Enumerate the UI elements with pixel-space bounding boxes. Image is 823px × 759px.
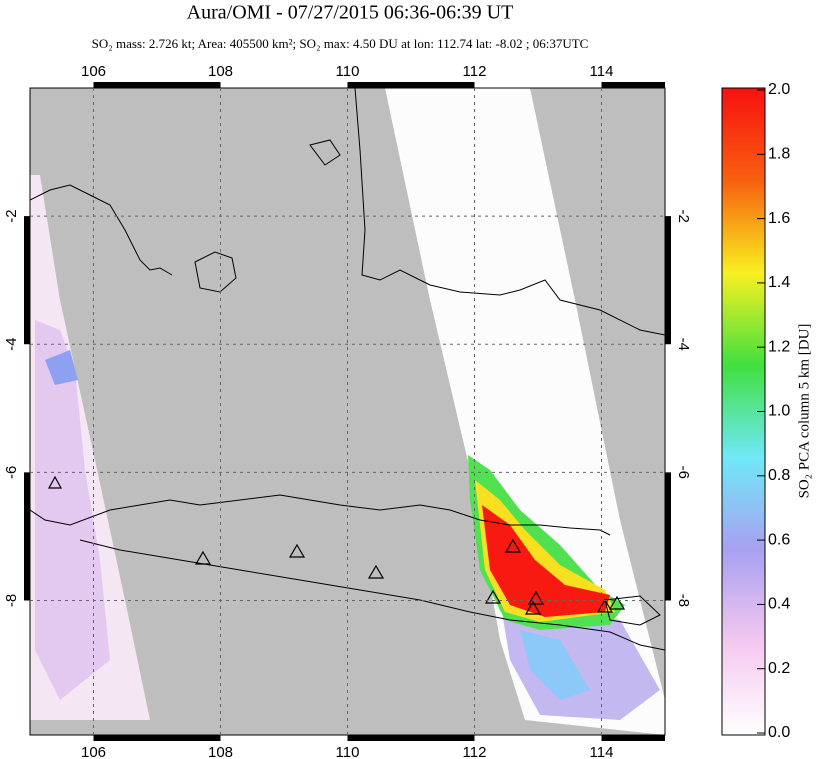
colorbar-tick-label: 0.4 bbox=[768, 596, 790, 613]
frame-bar bbox=[347, 82, 475, 88]
x-tick-label: 106 bbox=[81, 63, 106, 80]
y-tick-label: -2 bbox=[675, 209, 692, 222]
frame-bar bbox=[665, 216, 671, 345]
so2-south-high bbox=[520, 630, 590, 700]
colorbar-tick-label: 0.2 bbox=[768, 660, 790, 677]
y-tick-label: -6 bbox=[675, 466, 692, 479]
volcano bbox=[47, 475, 626, 615]
y-tick-label: -8 bbox=[3, 594, 20, 607]
frame-bar bbox=[93, 735, 221, 741]
colorbar-tick-label: 2.0 bbox=[768, 81, 790, 98]
y-tick-label: -4 bbox=[3, 338, 20, 351]
colorbar-tick-label: 0.6 bbox=[768, 531, 790, 548]
y-tick-label: -4 bbox=[675, 338, 692, 351]
colorbar-tick-label: 1.8 bbox=[768, 146, 790, 163]
frame-bar bbox=[601, 735, 665, 741]
frame-bar bbox=[24, 216, 30, 345]
x-tick-label: 114 bbox=[590, 63, 614, 80]
x-tick-label: 112 bbox=[463, 744, 487, 759]
x-tick-label: 114 bbox=[590, 744, 614, 759]
colorbar-tick-label: 0.0 bbox=[768, 724, 790, 741]
colorbar-tick-label: 0.8 bbox=[768, 467, 790, 484]
frame-bar bbox=[93, 82, 221, 88]
x-tick-label: 110 bbox=[336, 744, 360, 759]
frame-bar bbox=[24, 472, 30, 601]
y-tick-label: -6 bbox=[3, 466, 20, 479]
so2-west bbox=[35, 320, 110, 700]
colorbar-tick-label: 1.0 bbox=[768, 403, 790, 420]
x-tick-label: 106 bbox=[81, 744, 106, 759]
x-tick-label: 112 bbox=[463, 63, 487, 80]
colorbar-tick-label: 1.2 bbox=[768, 338, 790, 355]
x-tick-label: 110 bbox=[336, 63, 360, 80]
subtitle: SO₂ mass: 2.726 kt; Area: 405500 km²; SO… bbox=[92, 36, 589, 51]
colorbar-label: SO₂ PCA column 5 km [DU] bbox=[796, 324, 812, 499]
title: Aura/OMI - 07/27/2015 06:36-06:39 UT bbox=[187, 2, 514, 24]
x-tick-label: 108 bbox=[208, 744, 233, 759]
frame-bar bbox=[665, 472, 671, 601]
x-tick-label: 108 bbox=[208, 63, 233, 80]
swath bbox=[385, 88, 665, 735]
so2-red bbox=[482, 505, 610, 617]
frame-bar bbox=[347, 735, 475, 741]
island bbox=[194, 139, 661, 626]
so2-west-high bbox=[45, 350, 78, 385]
colorbar-tick-label: 1.6 bbox=[768, 210, 790, 227]
frame-bar bbox=[601, 82, 665, 88]
coastline bbox=[30, 88, 665, 651]
y-tick-label: -2 bbox=[3, 209, 20, 222]
colorbar-tick-label: 1.4 bbox=[768, 274, 790, 291]
y-tick-label: -8 bbox=[675, 594, 692, 607]
